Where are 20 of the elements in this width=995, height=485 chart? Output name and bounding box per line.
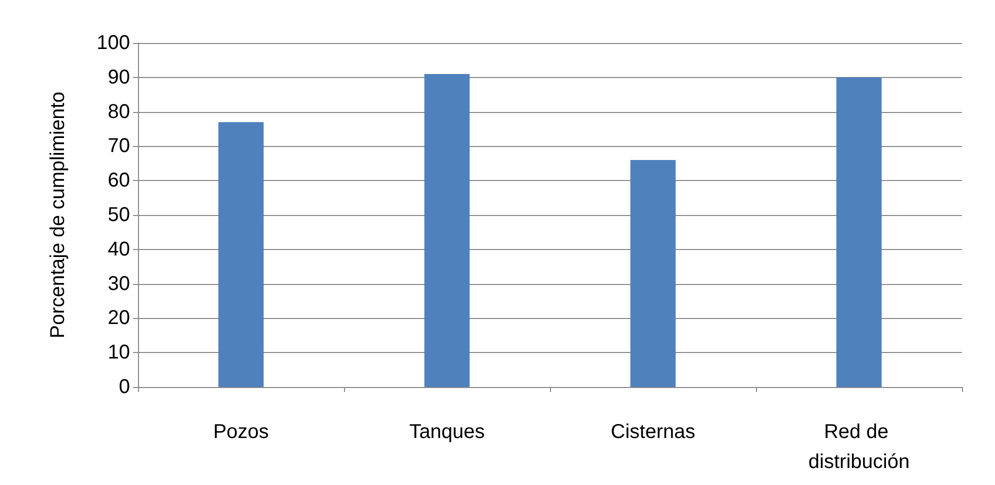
y-tick-label: 80 xyxy=(108,100,130,123)
x-tick-label: Red de distribución xyxy=(808,421,910,473)
y-tick-label: 50 xyxy=(108,204,130,226)
y-axis-title: Porcentaje de cumplimiento xyxy=(47,92,69,338)
y-tick-label: 60 xyxy=(108,170,130,192)
y-tick-label: 0 xyxy=(118,376,130,398)
bar xyxy=(218,122,264,387)
y-tick-label: 100 xyxy=(96,32,130,54)
y-tick-label: 20 xyxy=(108,307,130,330)
y-tick-label: 90 xyxy=(108,66,130,88)
x-tick-label: Pozos xyxy=(213,421,269,443)
bar xyxy=(836,77,882,387)
x-tick-label: Cisternas xyxy=(610,421,696,443)
y-tick-label: 40 xyxy=(108,238,130,260)
x-tick-label: Tanques xyxy=(409,421,485,443)
y-tick-label: 10 xyxy=(108,342,130,364)
bar xyxy=(630,160,676,387)
bar xyxy=(424,74,470,387)
y-tick-label: 70 xyxy=(108,135,130,158)
y-tick-label: 30 xyxy=(108,272,130,295)
